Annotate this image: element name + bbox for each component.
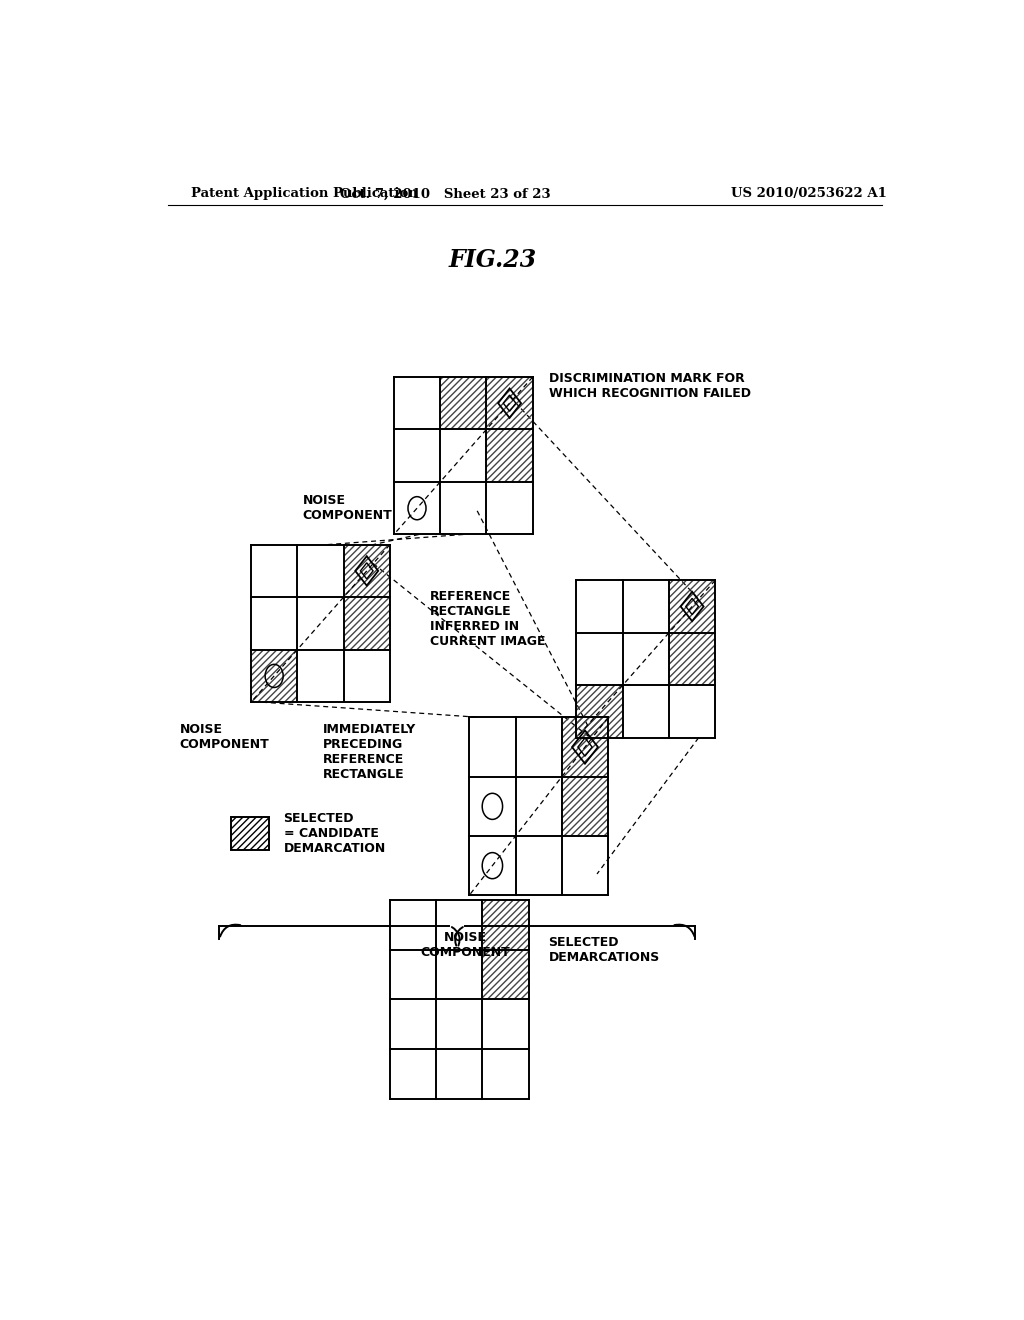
Bar [251,649,297,702]
Bar [344,597,390,649]
Text: SELECTED
= CANDIDATE
DEMARCATION: SELECTED = CANDIDATE DEMARCATION [284,812,386,855]
Text: Oct. 7, 2010   Sheet 23 of 23: Oct. 7, 2010 Sheet 23 of 23 [340,187,551,201]
Text: REFERENCE
RECTANGLE
INFERRED IN
CURRENT IMAGE: REFERENCE RECTANGLE INFERRED IN CURRENT … [430,590,545,648]
Text: IMMEDIATELY
PRECEDING
REFERENCE
RECTANGLE: IMMEDIATELY PRECEDING REFERENCE RECTANGL… [323,722,416,780]
Text: Patent Application Publication: Patent Application Publication [191,187,418,201]
Bar [562,718,608,776]
Text: NOISE
COMPONENT: NOISE COMPONENT [179,722,269,751]
Text: US 2010/0253622 A1: US 2010/0253622 A1 [731,187,887,201]
Bar [669,581,715,632]
Bar [231,817,269,850]
Bar [486,429,532,482]
Bar [482,900,528,950]
Bar [482,950,528,999]
Text: NOISE
COMPONENT: NOISE COMPONENT [303,494,392,521]
Text: DISCRIMINATION MARK FOR
WHICH RECOGNITION FAILED: DISCRIMINATION MARK FOR WHICH RECOGNITIO… [549,372,751,400]
Bar [577,685,623,738]
Text: NOISE
COMPONENT: NOISE COMPONENT [421,931,510,958]
Bar [486,378,532,429]
Bar [669,632,715,685]
Bar [440,378,486,429]
Text: SELECTED
DEMARCATIONS: SELECTED DEMARCATIONS [549,936,659,964]
Bar [562,776,608,836]
Bar [344,545,390,597]
Text: FIG.23: FIG.23 [449,248,538,272]
